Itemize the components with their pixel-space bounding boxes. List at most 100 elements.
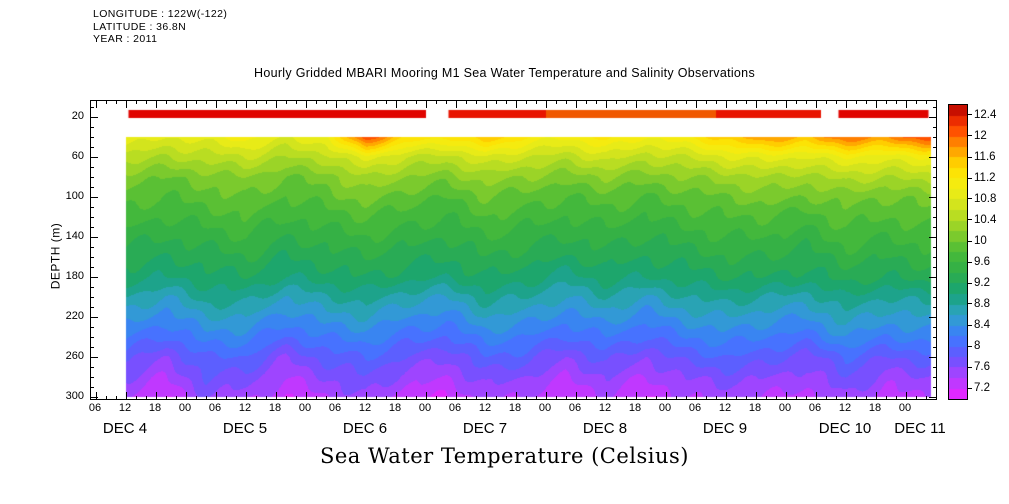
axis-tick <box>886 101 887 104</box>
colorbar-tick <box>968 283 972 284</box>
axis-tick <box>476 396 477 399</box>
x-tick-label: 12 <box>358 402 372 414</box>
axis-tick <box>576 101 577 108</box>
axis-tick <box>896 101 897 104</box>
colorbar-tick-label: 12 <box>974 129 987 142</box>
axis-tick <box>91 117 98 118</box>
axis-tick <box>91 237 98 238</box>
axis-tick <box>766 396 767 399</box>
axis-tick <box>806 101 807 104</box>
axis-tick <box>496 396 497 399</box>
x-tick-label: 12 <box>838 402 852 414</box>
axis-tick <box>876 392 877 399</box>
axis-tick <box>91 337 94 338</box>
axis-tick <box>636 392 637 399</box>
x-tick-label: 00 <box>538 402 552 414</box>
axis-tick <box>526 396 527 399</box>
axis-tick <box>933 377 936 378</box>
axis-tick <box>91 177 94 178</box>
axis-tick <box>91 247 94 248</box>
colorbar-tick-label: 9.6 <box>974 255 990 268</box>
axis-tick <box>91 357 98 358</box>
x-tick-label: 06 <box>208 402 222 414</box>
axis-tick <box>91 197 98 198</box>
axis-tick <box>876 101 877 108</box>
axis-tick <box>933 127 936 128</box>
axis-tick <box>933 327 936 328</box>
axis-tick <box>636 101 637 108</box>
axis-tick <box>933 187 936 188</box>
colorbar-tick-label: 10.8 <box>974 192 997 205</box>
axis-tick <box>236 101 237 104</box>
axis-tick <box>666 101 667 108</box>
axis-tick <box>166 396 167 399</box>
colorbar-tick-label: 8.8 <box>974 297 990 310</box>
axis-tick <box>933 247 936 248</box>
axis-tick <box>929 157 936 158</box>
axis-tick <box>286 101 287 104</box>
x-tick-label: 00 <box>178 402 192 414</box>
axis-tick <box>246 392 247 399</box>
y-tick-label: 140 <box>65 230 84 242</box>
colorbar-tick-label: 10 <box>974 234 987 247</box>
axis-tick <box>626 396 627 399</box>
axis-tick <box>276 101 277 108</box>
axis-tick <box>796 396 797 399</box>
x-tick-label: 00 <box>898 402 912 414</box>
axis-tick <box>506 101 507 104</box>
axis-tick <box>446 396 447 399</box>
axis-tick <box>696 392 697 399</box>
axis-tick <box>836 396 837 399</box>
x-tick-label: 18 <box>388 402 402 414</box>
axis-tick <box>933 337 936 338</box>
x-tick-label: 06 <box>688 402 702 414</box>
year-label: YEAR : 2011 <box>93 33 158 45</box>
x-tick-label: 18 <box>628 402 642 414</box>
axis-tick <box>91 297 94 298</box>
x-date-label: DEC 5 <box>222 420 268 437</box>
colorbar-tick <box>968 198 972 199</box>
axis-tick <box>796 101 797 104</box>
x-tick-label: 12 <box>478 402 492 414</box>
axis-tick <box>846 101 847 108</box>
axis-tick <box>646 101 647 104</box>
x-tick-label: 06 <box>88 402 102 414</box>
y-tick-label: 260 <box>65 350 84 362</box>
axis-tick <box>346 396 347 399</box>
axis-tick <box>186 101 187 108</box>
axis-tick <box>933 347 936 348</box>
plot-area <box>90 100 937 400</box>
axis-tick <box>266 101 267 104</box>
axis-tick <box>476 101 477 104</box>
x-date-label: DEC 4 <box>102 420 148 437</box>
colorbar-tick-label: 10.4 <box>974 213 997 226</box>
colorbar-tick <box>968 157 972 158</box>
axis-tick <box>596 101 597 104</box>
axis-tick <box>933 227 936 228</box>
axis-tick <box>646 396 647 399</box>
axis-tick <box>176 396 177 399</box>
axis-tick <box>933 257 936 258</box>
axis-tick <box>91 227 94 228</box>
axis-tick <box>126 101 127 108</box>
axis-tick <box>136 396 137 399</box>
axis-tick <box>616 101 617 104</box>
colorbar-tick <box>968 114 972 115</box>
x-tick-label: 18 <box>268 402 282 414</box>
axis-tick <box>366 101 367 108</box>
axis-tick <box>866 101 867 104</box>
axis-tick <box>916 101 917 104</box>
axis-tick <box>416 101 417 104</box>
colorbar-tick <box>968 219 972 220</box>
axis-tick <box>366 392 367 399</box>
y-tick-label: 20 <box>71 110 84 122</box>
axis-tick <box>626 101 627 104</box>
axis-tick <box>656 101 657 104</box>
axis-tick <box>146 101 147 104</box>
axis-tick <box>106 101 107 104</box>
axis-tick <box>516 101 517 108</box>
colorbar-tick-label: 7.6 <box>974 360 990 373</box>
axis-tick <box>933 167 936 168</box>
axis-tick <box>556 396 557 399</box>
